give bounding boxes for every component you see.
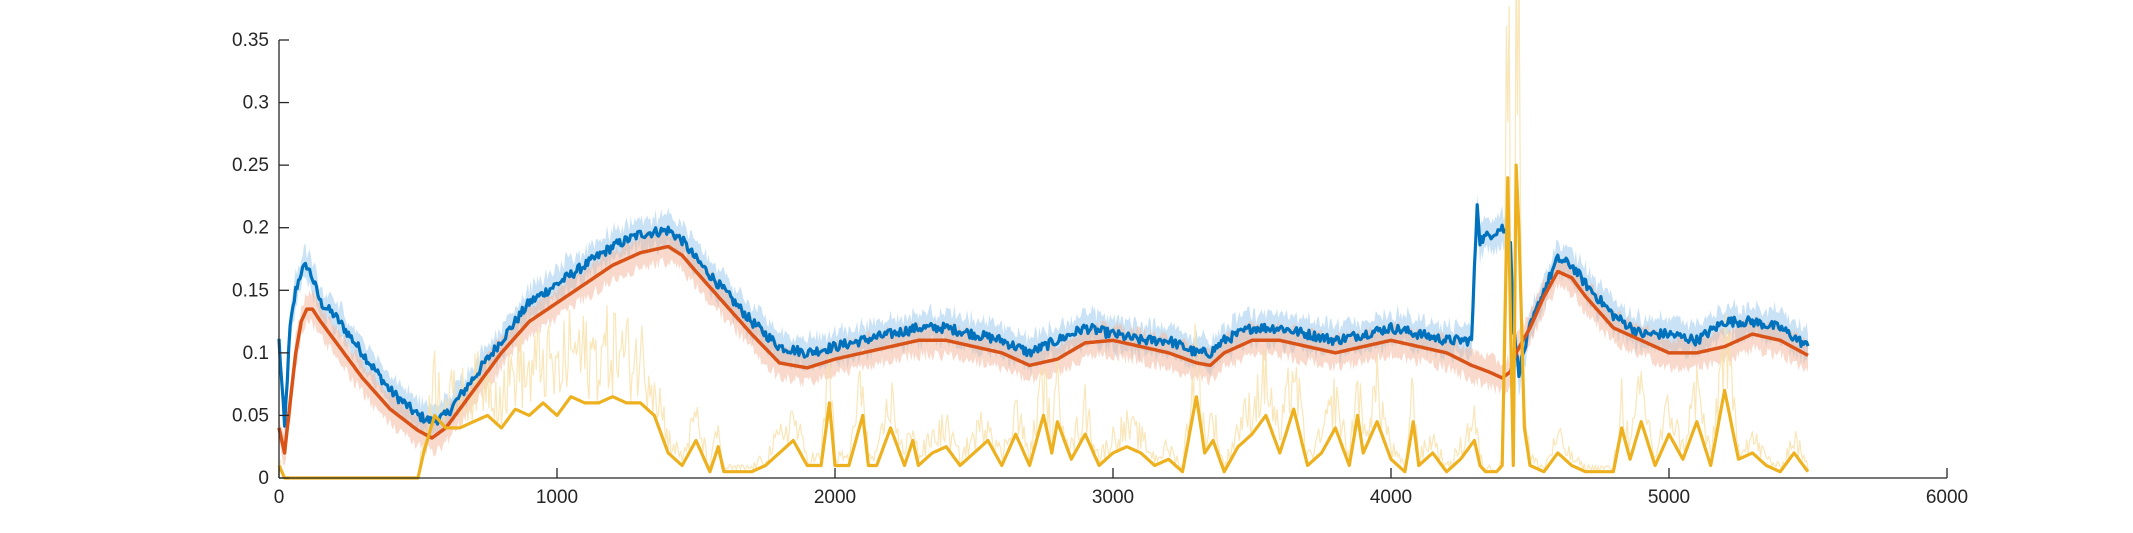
x-tick-label: 2000: [814, 487, 856, 508]
x-tick-label: 6000: [1926, 487, 1968, 508]
x-tick-label: 3000: [1092, 487, 1134, 508]
x-tick-label: 1000: [536, 487, 578, 508]
y-tick-label: 0.15: [232, 280, 269, 301]
y-tick-label: 0.3: [243, 93, 269, 114]
series-yellow-line: [277, 163, 1810, 480]
series-yellow-band: [278, 0, 1809, 479]
series-blue-line: [277, 203, 1810, 428]
series-bands: [278, 0, 1809, 479]
y-tick-label: 0.2: [243, 218, 269, 239]
y-tick-label: 0.35: [232, 30, 269, 51]
tick-marks: [278, 39, 1948, 479]
y-tick-label: 0.05: [232, 405, 269, 426]
y-tick-label: 0: [258, 468, 269, 489]
x-tick-label: 0: [274, 487, 285, 508]
x-tick-label: 5000: [1648, 487, 1690, 508]
series-blue-band: [279, 194, 1808, 442]
y-tick-label: 0.25: [232, 155, 269, 176]
series-lines: [277, 163, 1810, 480]
x-tick-label: 4000: [1370, 487, 1412, 508]
series-orange-line: [277, 244, 1809, 455]
tick-labels: 0 1000 2000 3000 4000 5000 6000 0 0.05 0.1 0.15 0.2…: [232, 30, 1968, 508]
y-tick-label: 0.1: [243, 343, 269, 364]
axes: [278, 40, 1947, 479]
series-orange-band: [279, 227, 1808, 466]
